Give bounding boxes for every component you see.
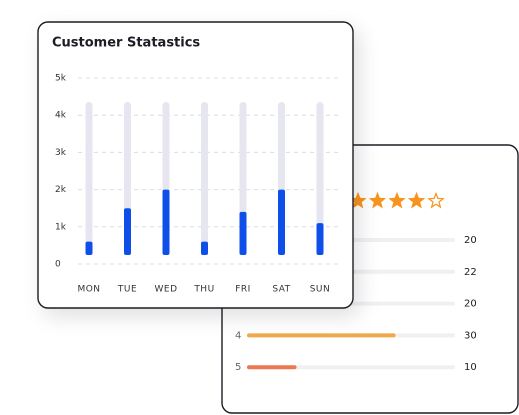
star <box>427 191 445 209</box>
y-tick-label: 4k <box>55 111 67 121</box>
x-tick-label: MON <box>77 285 100 295</box>
bar <box>124 208 131 255</box>
y-tick-label: 2k <box>55 185 67 195</box>
x-tick-label: TUE <box>117 285 137 295</box>
bar-track <box>85 102 93 255</box>
count-bar <box>247 333 396 338</box>
y-tick-label: 5k <box>55 74 67 84</box>
x-tick-label: SAT <box>272 285 290 295</box>
bar-track <box>316 102 324 255</box>
count: 30 <box>464 330 477 341</box>
star <box>407 191 426 209</box>
x-tick-label: WED <box>154 285 177 295</box>
count: 20 <box>464 299 477 310</box>
track <box>247 365 455 370</box>
bar <box>85 241 93 255</box>
star <box>388 191 406 209</box>
x-tick-label: FRI <box>235 285 251 295</box>
count: 10 <box>464 362 477 373</box>
card <box>37 21 354 309</box>
chart-title: Customer Statastics <box>52 36 200 51</box>
y-tick-label: 1k <box>55 222 67 232</box>
x-tick-label: THU <box>193 285 214 295</box>
count-bar <box>247 365 297 370</box>
chart-card: Customer Statastics 0 1k 2k 3k 4k 5k MON TUE WED… <box>37 21 354 309</box>
y-tick-label: 3k <box>55 148 67 158</box>
x-tick-label: SUN <box>310 285 331 295</box>
bar <box>239 211 247 255</box>
star <box>368 191 387 209</box>
count: 20 <box>464 235 477 246</box>
bar <box>201 241 208 255</box>
count: 22 <box>464 267 477 278</box>
bar-track <box>201 102 208 255</box>
row-label: 5 <box>235 362 241 373</box>
y-tick-label: 0 <box>55 260 61 270</box>
row-label: 4 <box>235 330 241 341</box>
bar <box>316 223 324 255</box>
bar <box>278 189 285 255</box>
bar <box>162 189 170 255</box>
